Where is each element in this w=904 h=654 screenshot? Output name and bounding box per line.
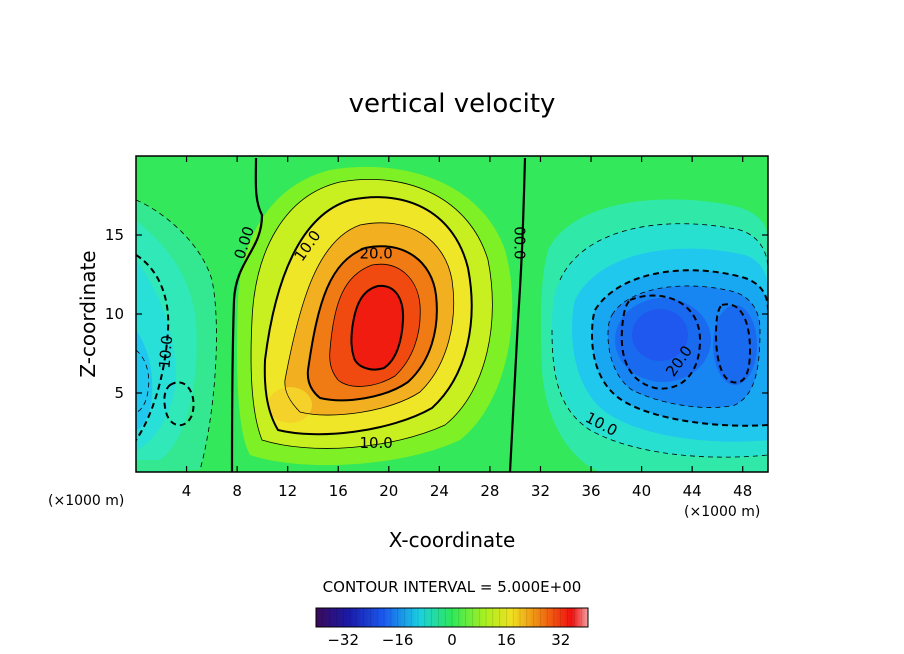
contour-lines: [136, 157, 768, 472]
updraft-core: [237, 166, 513, 466]
x-tick-label: 24: [430, 482, 449, 500]
z-axis-label: Z-coordinate: [76, 250, 100, 377]
contour-label: 10.0: [155, 334, 176, 369]
x-tick-label: 44: [683, 482, 702, 500]
contour-neg15-left: [136, 349, 150, 413]
x-tick-label: 8: [232, 482, 242, 500]
contour-label: 20.0: [359, 244, 392, 262]
contour-neg5-left: [136, 199, 217, 471]
x-unit-left: (×1000 m): [48, 493, 124, 509]
plot-field: [136, 156, 768, 472]
x-tick-label: 4: [182, 482, 192, 500]
right-downdraft: [540, 199, 768, 472]
contour-neg15-right: [607, 285, 761, 408]
contour-25: [329, 263, 421, 387]
x-unit-right: (×1000 m): [684, 504, 760, 520]
left-downdraft: [136, 200, 217, 472]
chart-title: vertical velocity: [349, 89, 556, 119]
contour-label: 00.0: [510, 226, 528, 259]
z-tick-label: 10: [105, 305, 124, 323]
colorbar-tick-label: 32: [551, 631, 570, 649]
contour-30: [350, 284, 405, 371]
contour-neg5-right: [559, 223, 768, 281]
z-axis-ticks: 5 10 15: [105, 226, 768, 402]
x-tick-label: 40: [632, 482, 651, 500]
colorbar-segments: [322, 608, 582, 627]
contour-neg10-right: [590, 269, 768, 427]
x-tick-label: 48: [733, 482, 752, 500]
contour-zero-left: [230, 157, 264, 472]
contour-zero-right: [508, 157, 527, 472]
contour-neg10-left: [136, 254, 170, 441]
contour-label: 10.0: [359, 434, 392, 452]
contour-neg20-right-b: [714, 303, 752, 384]
x-tick-label: 16: [329, 482, 348, 500]
x-axis-label: X-coordinate: [389, 528, 516, 552]
colorbar-ticks: −32 −16 0 16 32: [327, 631, 570, 649]
contour-interval: CONTOUR INTERVAL = 5.000E+00: [323, 578, 582, 596]
contour-neg10-left-blob: [163, 381, 195, 427]
x-tick-label: 32: [531, 482, 550, 500]
contour-15: [284, 222, 455, 416]
contour-5: [250, 179, 493, 449]
colorbar-tick-label: 16: [497, 631, 516, 649]
colorbar-tick-label: 0: [447, 631, 457, 649]
colorbar: [315, 607, 589, 628]
contour-neg5-right-lower: [551, 329, 768, 458]
z-tick-label: 5: [114, 384, 124, 402]
colorbar-tick-label: −16: [382, 631, 414, 649]
contour-10: [263, 196, 473, 436]
z-tick-label: 15: [105, 226, 124, 244]
x-tick-label: 28: [480, 482, 499, 500]
x-axis-ticks: 4 8 12 16 20 24 28 32 36 40 44 48: [182, 156, 752, 500]
contour-neg20-right-a: [620, 294, 702, 390]
x-tick-label: 12: [278, 482, 297, 500]
x-tick-label: 36: [581, 482, 600, 500]
contour-20: [306, 245, 438, 402]
x-tick-label: 20: [379, 482, 398, 500]
colorbar-tick-label: −32: [327, 631, 359, 649]
